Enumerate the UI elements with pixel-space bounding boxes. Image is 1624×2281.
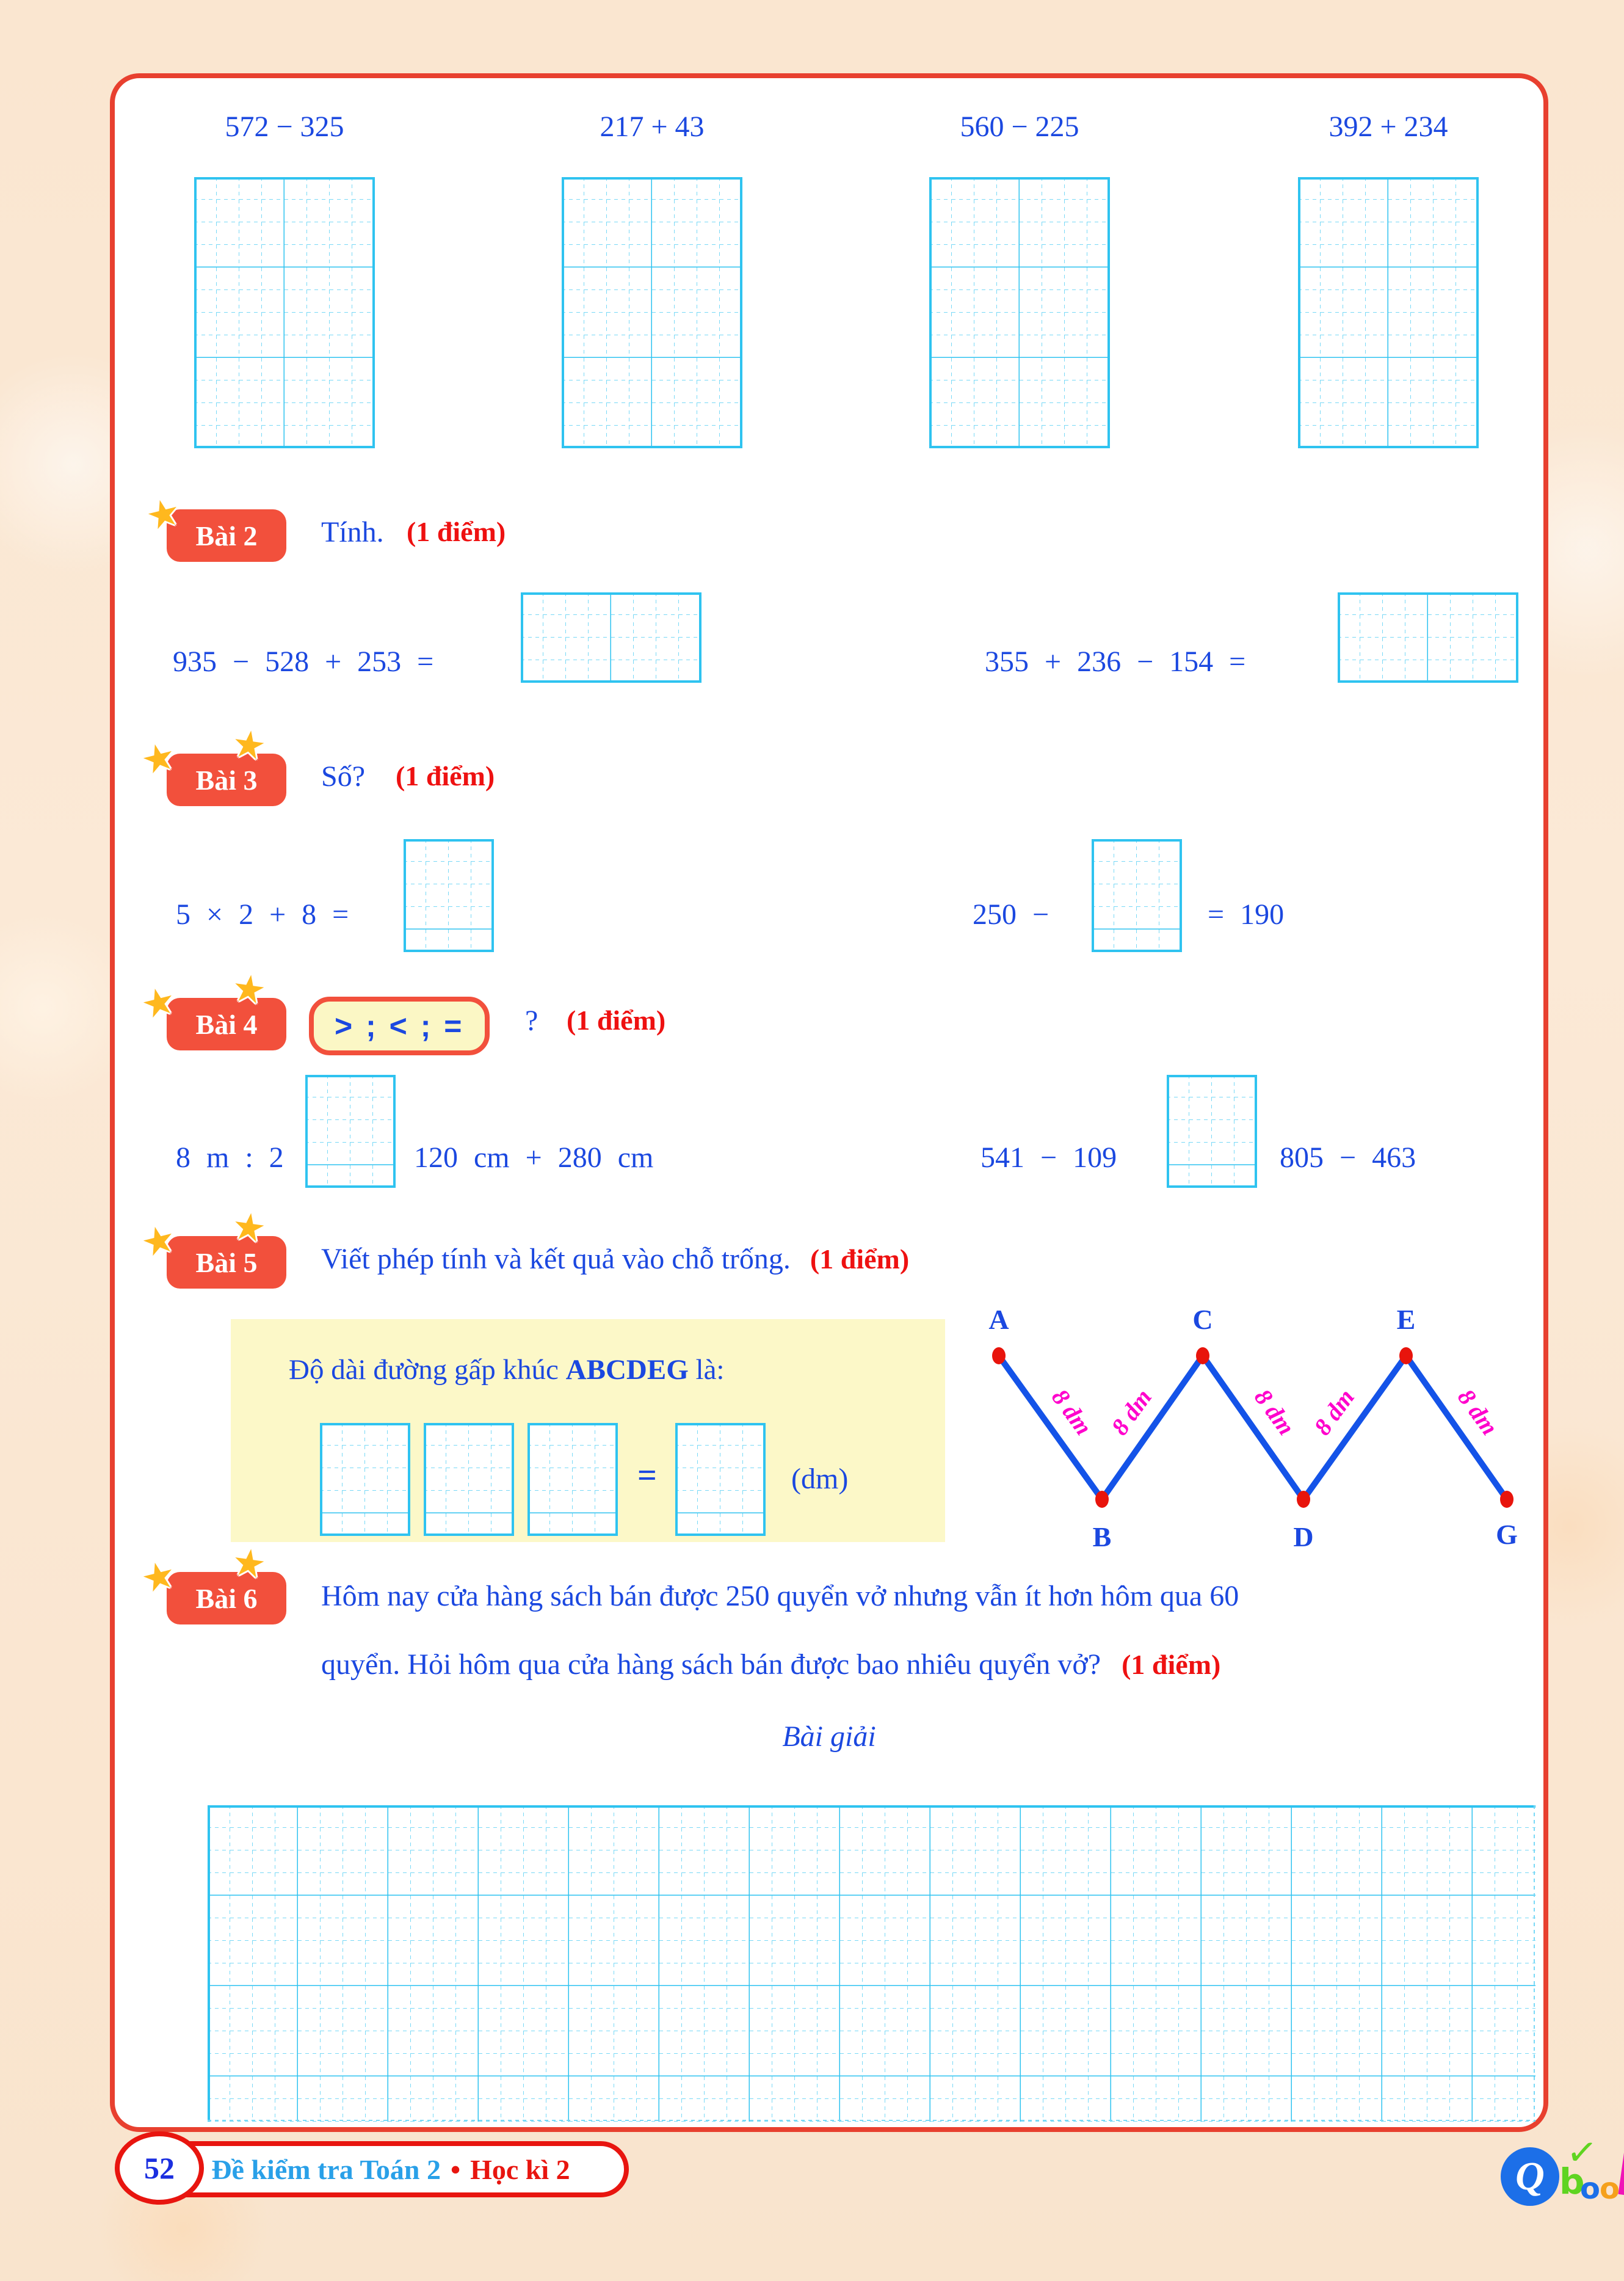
writing-grid[interactable] (929, 177, 1110, 448)
bai4-right-post: 805 − 463 (1280, 1141, 1416, 1174)
badge-bai-3: Bài 3 (167, 754, 286, 806)
vertex-label-E: E (1397, 1304, 1416, 1335)
solution-title: Bài giải (782, 1720, 876, 1753)
badge-bai-6: Bài 6 (167, 1572, 286, 1624)
answer-grid[interactable] (305, 1075, 396, 1188)
answer-grid[interactable] (521, 592, 701, 683)
problem-label: 560 − 225 (960, 111, 1079, 143)
page-number: 52 (115, 2131, 204, 2205)
star-icon: ★ (229, 722, 269, 769)
writing-grid[interactable] (194, 177, 375, 448)
answer-grid[interactable] (404, 839, 494, 952)
footer-dot: • (451, 2153, 461, 2185)
bai4-points: (1 điểm) (567, 1005, 666, 1036)
bai3-right-post: = 190 (1208, 898, 1285, 931)
bai2-left-expression: 935 − 528 + 253 = (173, 646, 434, 678)
bai6-line2: quyển. Hỏi hôm qua cửa hàng sách bán đượ… (321, 1648, 1101, 1681)
bai6-points: (1 điểm) (1122, 1649, 1221, 1680)
answer-grid[interactable] (1167, 1075, 1257, 1188)
bai2-title: Tính. (321, 516, 384, 548)
logo-q-circle: Q (1501, 2147, 1559, 2206)
answer-grid[interactable] (1338, 592, 1518, 683)
answer-grid[interactable] (320, 1423, 410, 1536)
qbooks-logo: Q b o o K s ✓ (1501, 2130, 1624, 2236)
zigzag-diagram: A C E B D G 8 dm 8 dm 8 dm 8 dm 8 dm (988, 1304, 1518, 1552)
problem-label: 217 + 43 (600, 111, 705, 143)
writing-grid[interactable] (1298, 177, 1479, 448)
footer-series-pill: Đề kiểm tra Toán 2 • Học kì 2 (153, 2141, 629, 2197)
vertex-label-B: B (1093, 1521, 1112, 1552)
badge-bai-5: Bài 5 (167, 1236, 286, 1289)
star-icon: ★ (229, 967, 269, 1013)
vertex-label-C: C (1192, 1304, 1213, 1335)
bai4-question-mark: ? (525, 1005, 538, 1037)
bai4-left-post: 120 cm + 280 cm (414, 1141, 654, 1174)
answer-grid[interactable] (527, 1423, 618, 1536)
bai2-right-expression: 355 + 236 − 154 = (985, 646, 1246, 678)
bai3-points: (1 điểm) (396, 760, 495, 791)
star-icon: ★ (229, 1541, 269, 1587)
bai5-equals: = (637, 1457, 657, 1494)
bai5-unit: (dm) (791, 1463, 849, 1495)
writing-grid[interactable] (562, 177, 742, 448)
star-icon: ★ (137, 979, 180, 1028)
bai5-box-text: Độ dài đường gấp khúc (289, 1354, 566, 1386)
answer-grid[interactable] (675, 1423, 766, 1536)
bai4-right-pre: 541 − 109 (981, 1141, 1117, 1174)
bai5-box-text-bold: ABCDEG (565, 1354, 689, 1386)
problem-label: 392 + 234 (1329, 111, 1448, 143)
bai5-title: Viết phép tính và kết quả vào chỗ trống. (321, 1243, 791, 1275)
vertex-label-A: A (988, 1304, 1009, 1335)
comparison-signs-pill: > ; < ; = (309, 997, 490, 1055)
bai3-title: Số? (321, 760, 365, 793)
answer-grid[interactable] (1092, 839, 1182, 952)
logo-check-icon: ✓ (1564, 2130, 1600, 2176)
star-icon: ★ (142, 490, 185, 539)
vertex-label-D: D (1293, 1521, 1313, 1552)
footer-series-left: Đề kiểm tra Toán 2 (211, 2153, 441, 2185)
bai3-right-pre: 250 − (973, 898, 1049, 931)
vertex-label-G: G (1496, 1519, 1518, 1550)
worksheet-page: 572 − 325 217 + 43 560 − 225 392 + 234 ★… (110, 73, 1548, 2132)
bai4-left-pre: 8 m : 2 (176, 1141, 284, 1174)
footer-series-right: Học kì 2 (470, 2153, 570, 2185)
bai6-line1: Hôm nay cửa hàng sách bán được 250 quyển… (321, 1580, 1239, 1612)
star-icon: ★ (137, 1553, 180, 1602)
bai2-points: (1 điểm) (407, 516, 506, 547)
star-icon: ★ (137, 735, 180, 784)
solution-grid[interactable] (208, 1805, 1535, 2122)
bai5-box-text-post: là: (688, 1354, 725, 1386)
bai3-left-expression: 5 × 2 + 8 = (176, 898, 349, 931)
badge-bai-2: Bài 2 (167, 509, 286, 562)
star-icon: ★ (229, 1205, 269, 1251)
bai5-points: (1 điểm) (810, 1243, 910, 1275)
star-icon: ★ (137, 1217, 180, 1266)
answer-grid[interactable] (424, 1423, 514, 1536)
badge-bai-4: Bài 4 (167, 998, 286, 1050)
problem-label: 572 − 325 (225, 111, 344, 143)
